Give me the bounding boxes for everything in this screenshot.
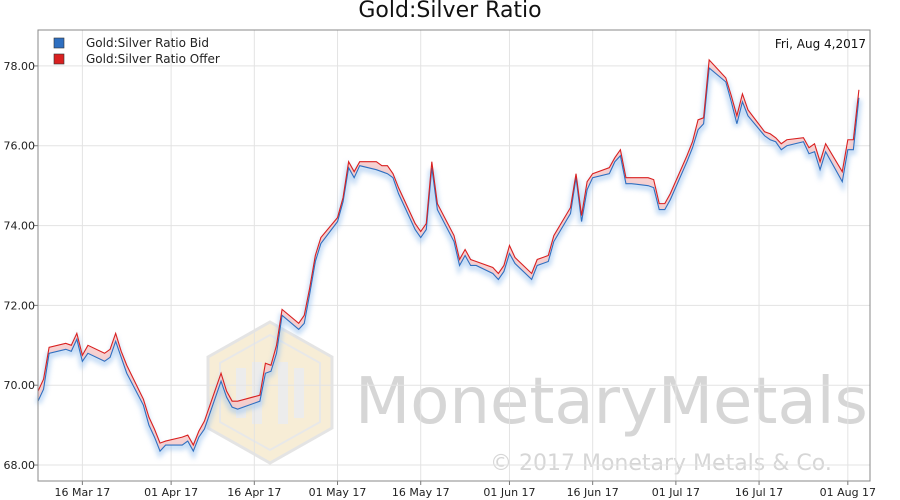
series-line-bid — [37, 66, 860, 453]
y-tick-label: 76.00 — [4, 140, 36, 153]
plot-frame — [37, 29, 871, 482]
x-tick-label: 01 Jun 17 — [483, 486, 535, 499]
watermark-copyright: © 2017 Monetary Metals & Co. — [490, 451, 832, 476]
x-tick-label: 16 May 17 — [392, 486, 450, 499]
legend-swatch — [53, 53, 65, 65]
watermark-logo — [206, 320, 334, 465]
x-tick-label: 16 Jul 17 — [735, 486, 783, 499]
y-tick-label: 78.00 — [4, 60, 36, 73]
x-tick-label: 01 Aug 17 — [820, 486, 876, 499]
legend-label: Gold:Silver Ratio Offer — [86, 52, 220, 66]
date-label: Fri, Aug 4,2017 — [775, 37, 866, 51]
axes: 68.00 70.00 72.00 74.00 76.00 78.00 16 Mar 17 0… — [4, 29, 876, 499]
chart-title: Gold:Silver Ratio — [358, 0, 542, 23]
y-tick-label: 70.00 — [4, 379, 36, 392]
y-tick-label: 68.00 — [4, 459, 36, 472]
watermark-brand: MonetaryMetals — [355, 365, 868, 439]
x-tick-label: 16 Jun 17 — [567, 486, 619, 499]
x-tick-label: 16 Apr 17 — [227, 486, 281, 499]
series-line-offer — [37, 58, 860, 447]
legend: Gold:Silver Ratio Bid Gold:Silver Ratio O… — [53, 36, 220, 66]
x-tick-label: 01 Jul 17 — [652, 486, 700, 499]
legend-swatch — [53, 37, 65, 49]
x-tick-label: 01 Apr 17 — [144, 486, 198, 499]
y-tick-label: 74.00 — [4, 220, 36, 233]
series-lines — [37, 58, 860, 453]
x-tick-label: 16 Mar 17 — [54, 486, 110, 499]
x-tick-label: 01 May 17 — [309, 486, 367, 499]
y-tick-label: 72.00 — [4, 299, 36, 312]
legend-label: Gold:Silver Ratio Bid — [86, 36, 209, 50]
